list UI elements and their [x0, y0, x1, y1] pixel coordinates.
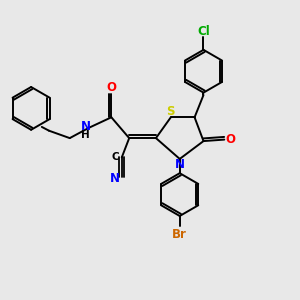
Text: N: N [175, 158, 185, 171]
Text: S: S [167, 106, 175, 118]
Text: H: H [81, 130, 90, 140]
Text: O: O [106, 81, 116, 94]
Text: N: N [110, 172, 120, 185]
Text: O: O [226, 133, 236, 146]
Text: C: C [111, 152, 119, 162]
Text: Br: Br [172, 228, 187, 241]
Text: N: N [80, 120, 91, 133]
Text: Cl: Cl [197, 25, 210, 38]
